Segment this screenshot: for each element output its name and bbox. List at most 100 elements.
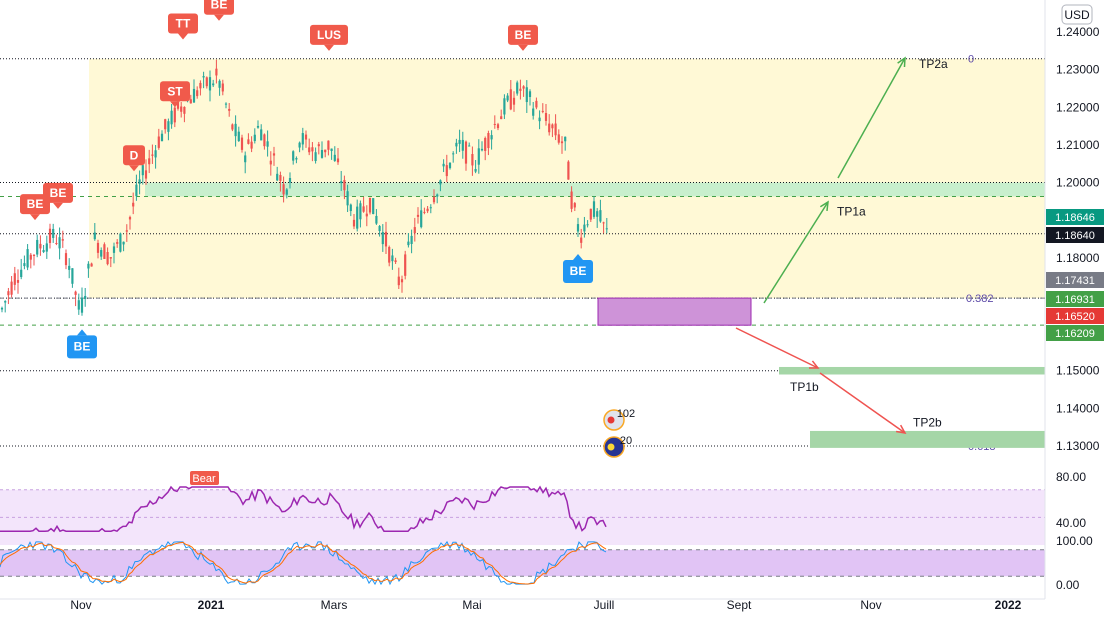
signal-marker: ST bbox=[160, 81, 190, 108]
candle-body bbox=[352, 219, 356, 227]
candle-body bbox=[471, 154, 474, 166]
price-scale[interactable]: 1.24000 1.23000 1.22000 1.21000 1.20000 1.180… bbox=[1044, 0, 1109, 619]
signal-marker: BE bbox=[204, 0, 234, 21]
candle-body bbox=[244, 155, 247, 163]
candle-body bbox=[173, 107, 176, 123]
candle-body bbox=[388, 247, 391, 263]
candle-body bbox=[215, 68, 218, 76]
candle-body bbox=[519, 88, 522, 91]
candle-body bbox=[538, 117, 541, 122]
candle-body bbox=[231, 124, 234, 130]
candle-body bbox=[234, 123, 237, 137]
candle-body bbox=[48, 228, 52, 243]
candle-body bbox=[564, 136, 567, 142]
candle-body bbox=[39, 243, 42, 249]
candle-body bbox=[602, 222, 605, 224]
time-label: Nov bbox=[860, 598, 881, 612]
candle-body bbox=[135, 184, 138, 197]
signal-marker: BE bbox=[508, 24, 538, 51]
time-label: 2021 bbox=[198, 598, 225, 612]
candle-body bbox=[500, 116, 503, 120]
candle-body bbox=[128, 217, 132, 220]
candle-body bbox=[16, 279, 20, 283]
signal-marker: BE bbox=[563, 254, 593, 284]
candle-body bbox=[176, 101, 180, 109]
candle-body bbox=[423, 211, 426, 213]
candle-body bbox=[468, 145, 471, 147]
signal-marker-label: ST bbox=[167, 84, 183, 98]
candle-body bbox=[477, 148, 480, 165]
candle-body bbox=[250, 141, 253, 149]
candle-body bbox=[80, 297, 84, 313]
candle-body bbox=[365, 213, 368, 217]
candle-body bbox=[375, 215, 378, 224]
currency-button[interactable]: USD bbox=[1061, 4, 1093, 25]
candle-body bbox=[448, 162, 452, 169]
candle-body bbox=[397, 276, 400, 286]
price-badge-label: 1.16520 bbox=[1055, 311, 1095, 323]
candle-body bbox=[480, 148, 484, 151]
candle-body bbox=[304, 134, 308, 140]
candle-body bbox=[199, 82, 202, 89]
candle-body bbox=[45, 243, 48, 252]
candle-body bbox=[276, 173, 279, 181]
arrow-to-tp2b bbox=[819, 372, 906, 434]
candle-body bbox=[327, 140, 330, 150]
price-badge-bg bbox=[1046, 291, 1104, 307]
event-badge-count: 20 bbox=[620, 435, 632, 447]
candle-body bbox=[68, 265, 71, 270]
candle-body bbox=[77, 300, 80, 310]
price-badge-label: 1.16209 bbox=[1055, 328, 1095, 340]
candle-body bbox=[263, 134, 266, 147]
arrow-to-tp2b-head bbox=[895, 424, 907, 434]
candle-body bbox=[87, 263, 90, 269]
signal-marker: LUS bbox=[310, 24, 348, 51]
signal-marker-box bbox=[204, 0, 234, 15]
candle-body bbox=[596, 211, 599, 217]
time-labels: Nov 2021 Mars Mai Juill Sept Nov 2022 bbox=[70, 598, 1021, 612]
currency-button-frame bbox=[1061, 4, 1093, 25]
candle-body bbox=[7, 291, 10, 296]
candle-body bbox=[544, 113, 548, 121]
candle-body bbox=[266, 141, 269, 147]
candle-body bbox=[301, 133, 304, 145]
candle-body bbox=[218, 80, 221, 88]
time-axis[interactable]: Nov 2021 Mars Mai Juill Sept Nov 2022 bbox=[0, 598, 1045, 612]
candle-body bbox=[308, 147, 311, 153]
signal-marker-pointer bbox=[214, 14, 224, 21]
candle-body bbox=[583, 224, 586, 232]
signal-marker-pointer bbox=[129, 165, 139, 172]
candle-body bbox=[496, 124, 500, 129]
candle-body bbox=[157, 136, 160, 148]
candle-body bbox=[349, 204, 352, 212]
candle-body bbox=[554, 123, 557, 136]
stoch-tick: 0.00 bbox=[1056, 578, 1080, 592]
stoch-d-line bbox=[0, 541, 607, 585]
candle-body bbox=[592, 201, 596, 217]
candle-body bbox=[474, 169, 477, 172]
candle-body bbox=[208, 77, 212, 91]
candle-body bbox=[103, 244, 106, 259]
candle-body bbox=[189, 99, 192, 104]
price-ticks: 1.24000 1.23000 1.22000 1.21000 1.20000 1.180… bbox=[1056, 25, 1100, 453]
price-tick: 1.15000 bbox=[1056, 364, 1100, 378]
price-badge-label: 1.18640 bbox=[1055, 230, 1095, 242]
price-badge-bg bbox=[1046, 308, 1104, 324]
price-tick: 1.20000 bbox=[1056, 176, 1100, 190]
candle-body bbox=[576, 224, 580, 232]
arrow-to-tp2a-head bbox=[897, 56, 906, 68]
signal-marker-box bbox=[310, 24, 348, 45]
candle-body bbox=[228, 108, 231, 111]
candle-body bbox=[522, 86, 525, 89]
candle-body bbox=[362, 206, 365, 212]
candle-body bbox=[202, 76, 205, 78]
stoch-band bbox=[0, 549, 1045, 577]
event-badge-dot bbox=[607, 416, 615, 424]
signal-marker-box bbox=[20, 194, 50, 215]
drawings-layer: 00.3820.50.618TP2aTP1aTP1bTP2b bbox=[597, 54, 1045, 453]
time-label: Mars bbox=[321, 598, 348, 612]
currency-label: USD bbox=[1064, 8, 1090, 22]
candle-body bbox=[506, 95, 509, 101]
candle-body bbox=[224, 103, 228, 105]
